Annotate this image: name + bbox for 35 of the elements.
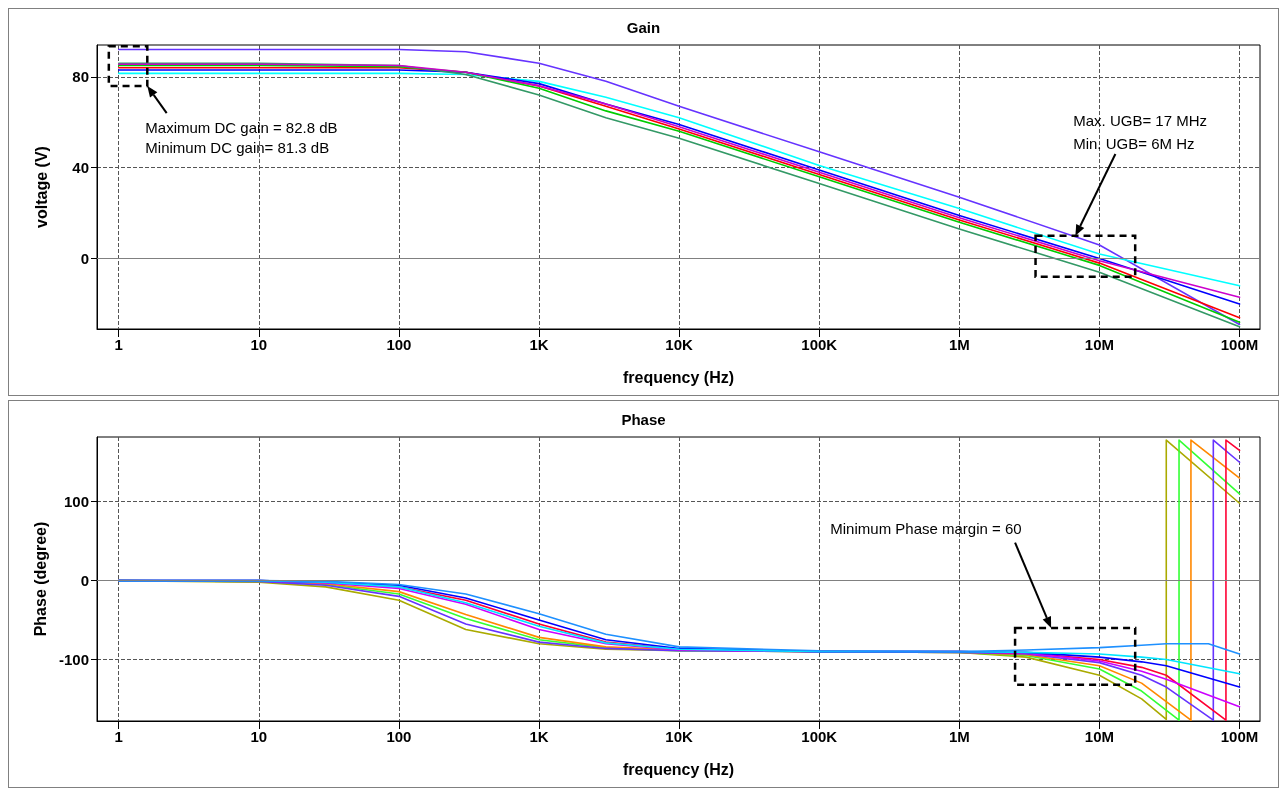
y-axis-title: Phase (degree) <box>31 521 49 637</box>
x-tick-label: 100K <box>801 728 838 745</box>
annotation: Max. UGB= 17 MHz <box>1073 112 1208 130</box>
x-tick-label: 1K <box>529 728 549 745</box>
annotation: Minimum Phase margin = 60 <box>830 520 1022 538</box>
x-tick-label: 1 <box>114 336 123 353</box>
x-tick-label: 10K <box>665 336 694 353</box>
x-tick-label: 10 <box>250 336 268 353</box>
x-tick-label: 100K <box>801 336 838 353</box>
x-tick-label: 1M <box>948 336 970 353</box>
y-tick-label: 0 <box>80 250 89 268</box>
x-tick-label: 10K <box>665 728 694 745</box>
x-tick-label: 1K <box>529 336 549 353</box>
x-axis-title: frequency (Hz) <box>622 368 735 386</box>
x-tick-label: 100M <box>1220 336 1259 353</box>
y-tick-label: -100 <box>58 650 89 668</box>
annotation: Min. UGB= 6M Hz <box>1073 134 1195 152</box>
annotation: Maximum DC gain = 82.8 dB <box>145 119 338 137</box>
y-tick-label: 80 <box>72 68 89 86</box>
y-tick-label: 100 <box>63 493 89 511</box>
y-tick-label: 0 <box>80 572 89 590</box>
x-tick-label: 100 <box>386 728 412 745</box>
y-axis-title: voltage (V) <box>32 146 50 228</box>
chart-title: Gain <box>626 19 661 36</box>
annotation: Minimum DC gain= 81.3 dB <box>145 139 330 157</box>
x-tick-label: 10 <box>250 728 268 745</box>
x-tick-label: 10M <box>1084 336 1115 353</box>
chart-title: Phase <box>621 411 666 428</box>
x-tick-label: 1 <box>114 728 123 745</box>
x-axis-title: frequency (Hz) <box>622 760 735 778</box>
x-tick-label: 100M <box>1220 728 1259 745</box>
x-tick-label: 1M <box>948 728 970 745</box>
y-tick-label: 40 <box>72 159 89 177</box>
x-tick-label: 100 <box>386 336 412 353</box>
x-tick-label: 10M <box>1084 728 1115 745</box>
